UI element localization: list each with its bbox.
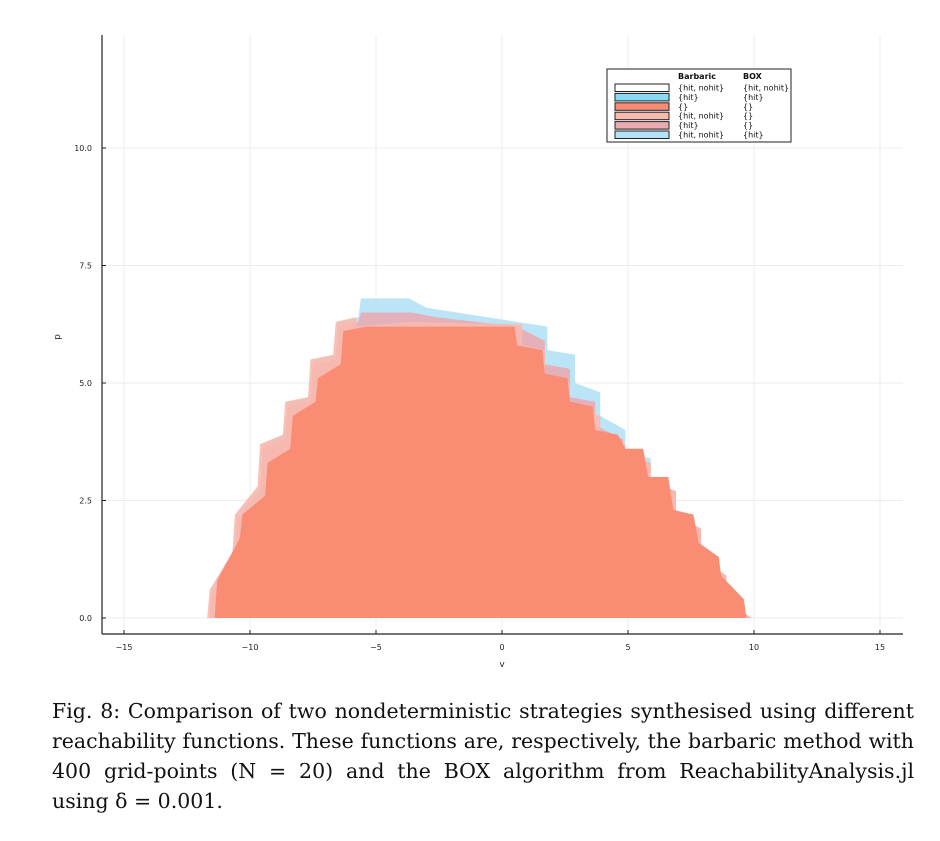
legend-barbaric-label: {hit} — [678, 93, 699, 102]
x-axis-label: v — [499, 660, 505, 670]
legend-swatch — [614, 121, 670, 130]
y-tick-label: 2.5 — [79, 497, 92, 506]
legend-barbaric-label: {hit, nohit} — [678, 131, 724, 140]
legend-box-label: {} — [743, 112, 753, 121]
figure-caption: Fig. 8: Comparison of two nondeterminist… — [52, 699, 914, 813]
y-tick-label: 7.5 — [79, 262, 92, 271]
legend-swatch — [614, 111, 670, 121]
y-ticks: 0.0 2.5 5.0 7.5 10.0 — [74, 144, 106, 623]
x-ticks: −15 −10 −5 0 5 10 15 — [116, 630, 885, 652]
legend-swatch — [614, 83, 670, 92]
x-tick-label: −5 — [370, 643, 382, 652]
y-tick-label: 10.0 — [74, 144, 92, 153]
legend-header-box: BOX — [743, 72, 763, 81]
legend-box-label: {} — [743, 121, 753, 130]
strategy-region-4 — [214, 326, 747, 618]
legend-swatch — [614, 130, 670, 139]
strategy-regions — [207, 298, 752, 618]
legend-barbaric-label: {hit, nohit} — [678, 112, 724, 121]
legend-swatch — [614, 102, 670, 111]
y-tick-label: 0.0 — [79, 614, 92, 623]
x-tick-label: −10 — [242, 643, 259, 652]
x-tick-label: 0 — [499, 643, 504, 652]
legend-box-label: {} — [743, 102, 753, 111]
legend-header-barbaric: Barbaric — [678, 72, 716, 81]
reachability-chart: −15 −10 −5 0 5 10 15 0.0 2.5 5.0 7.5 10.0 v p Barb… — [53, 35, 903, 670]
legend-barbaric-label: {} — [678, 102, 688, 111]
legend-box-label: {hit, nohit} — [743, 84, 789, 93]
legend: Barbaric BOX {hit, nohit} {hit, nohit}{hi… — [606, 68, 792, 143]
x-tick-label: 15 — [875, 643, 885, 652]
x-tick-label: −15 — [116, 643, 133, 652]
x-tick-label: 10 — [749, 643, 759, 652]
legend-barbaric-label: {hit, nohit} — [678, 84, 724, 93]
legend-swatch — [614, 92, 670, 102]
y-axis-label: p — [53, 334, 63, 340]
legend-barbaric-label: {hit} — [678, 121, 699, 130]
y-tick-label: 5.0 — [79, 379, 92, 388]
legend-rows: {hit, nohit} {hit, nohit}{hit} {hit}{} {}{h… — [614, 83, 789, 140]
legend-box-label: {hit} — [743, 131, 764, 140]
x-tick-label: 5 — [625, 643, 630, 652]
legend-box-label: {hit} — [743, 93, 764, 102]
